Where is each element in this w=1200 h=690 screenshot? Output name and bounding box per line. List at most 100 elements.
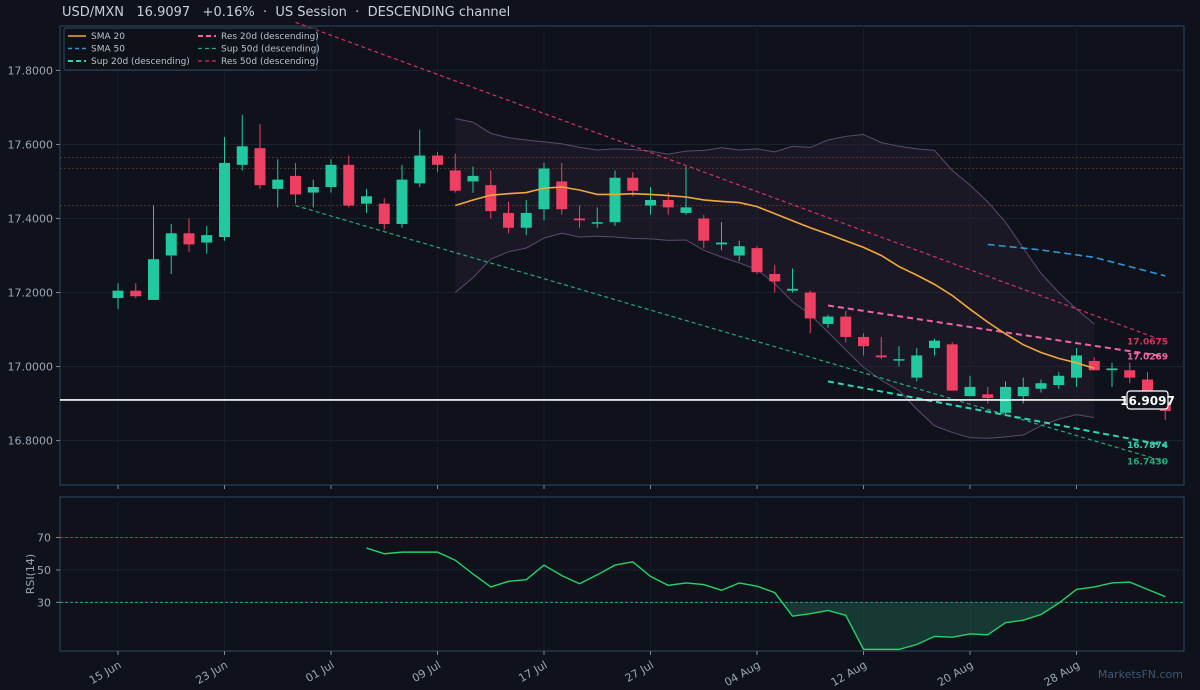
rsi-panel-frame xyxy=(59,496,1185,652)
candle-up xyxy=(733,246,745,256)
candle-up xyxy=(1017,386,1029,397)
x-tick-label: 15 Jun xyxy=(87,658,124,687)
candle-down xyxy=(804,292,816,319)
candle-up xyxy=(467,175,479,182)
candle-down xyxy=(627,177,639,191)
x-tick-label: 17 Jul xyxy=(516,658,549,685)
candle-up xyxy=(148,259,159,300)
x-tick-label: 01 Jul xyxy=(303,658,336,685)
y-tick-label: 17.2000 xyxy=(8,287,54,300)
candle-up xyxy=(414,155,426,184)
candle-down xyxy=(556,181,568,210)
candle-down xyxy=(574,218,585,221)
level-label-res50: 17.0675 xyxy=(1127,338,1168,348)
rsi-y-tick-label: 70 xyxy=(37,532,51,545)
rsi-line xyxy=(366,547,1166,651)
rsi-oversold-fill xyxy=(782,602,1060,650)
price-label: 16.9097 xyxy=(1120,394,1175,408)
candle-up xyxy=(1035,383,1047,389)
level-label-sup50: 16.7430 xyxy=(1127,458,1168,468)
candle-up xyxy=(893,359,905,361)
candle-up xyxy=(645,199,656,206)
watermark: MarketsFN.com xyxy=(1097,668,1183,681)
current-price: 17.0675 17.0269 16.9097 16.7874 16.7430 xyxy=(60,338,1175,468)
x-tick-label: 12 Aug xyxy=(829,658,869,689)
candle-down xyxy=(254,148,266,186)
candle-up xyxy=(929,340,940,349)
y-tick-label: 16.8000 xyxy=(8,435,54,448)
candle-down xyxy=(1142,379,1153,399)
legend-label-sup50: Sup 50d (descending) xyxy=(221,45,320,55)
trendline-res50 xyxy=(295,21,1166,342)
candle-down xyxy=(662,199,674,208)
candle-up xyxy=(236,146,248,165)
x-tick-label: 27 Jul xyxy=(623,658,656,685)
candle-down xyxy=(875,355,887,358)
legend-label-sma50: SMA 50 xyxy=(91,45,125,55)
candle-up xyxy=(165,233,177,256)
candle-up xyxy=(307,187,319,193)
x-tick-label: 20 Aug xyxy=(935,658,975,689)
candle-down xyxy=(946,344,958,391)
y-tick-label: 17.8000 xyxy=(8,64,54,77)
trendlines xyxy=(295,21,1166,463)
candle-down xyxy=(858,336,869,347)
level-label-sup20: 16.7874 xyxy=(1127,441,1168,451)
candle-down xyxy=(343,164,355,206)
rsi-y-tick-label: 30 xyxy=(37,596,51,609)
price-label-box xyxy=(1126,390,1169,410)
candle-up xyxy=(680,207,692,213)
candle-up xyxy=(911,355,923,378)
level-label-res20: 17.0269 xyxy=(1127,353,1168,363)
candle-up xyxy=(520,212,532,228)
legend-label-res20: Res 20d (descending) xyxy=(221,32,319,42)
legend-label-sup20: Sup 20d (descending) xyxy=(91,57,190,67)
horizontal-levels xyxy=(60,157,1184,206)
candle-up xyxy=(219,162,230,237)
candle-down xyxy=(378,203,390,225)
rsi-y-tick-label: 50 xyxy=(37,564,51,577)
moving-averages xyxy=(455,186,1166,370)
candle-up xyxy=(591,222,603,224)
candle-down xyxy=(290,175,301,195)
candle-up xyxy=(201,235,213,243)
panel-frames xyxy=(59,25,1185,652)
bollinger-upper xyxy=(455,118,1095,325)
candle-up xyxy=(964,386,976,397)
trendline-sup20 xyxy=(827,380,1166,447)
candle-down xyxy=(503,212,514,228)
candle-up xyxy=(396,179,408,225)
candle-down xyxy=(183,233,195,245)
legend-label-res50: Res 50d (descending) xyxy=(221,57,319,67)
x-tick-label: 23 Jun xyxy=(193,658,230,687)
candle-down xyxy=(982,394,994,399)
legend-label-sma20: SMA 20 xyxy=(91,32,125,42)
candle-up xyxy=(1106,368,1118,371)
candle-down xyxy=(769,274,781,282)
trendline-res20 xyxy=(827,304,1166,358)
candle-up xyxy=(787,288,798,291)
y-tick-label: 17.6000 xyxy=(8,138,54,151)
y-tick-label: 17.0000 xyxy=(8,361,54,374)
candle-down xyxy=(751,248,763,273)
x-tick-label: 04 Aug xyxy=(722,658,762,689)
sma50-line xyxy=(987,243,1166,277)
candle-down xyxy=(432,155,443,165)
x-tick-label: 28 Aug xyxy=(1042,658,1082,689)
y-tick-label: 17.4000 xyxy=(8,212,54,225)
candle-up xyxy=(325,164,337,188)
candle-down xyxy=(1124,370,1136,378)
candle-down xyxy=(698,218,710,241)
x-tick-label: 09 Jul xyxy=(410,658,443,685)
candle-up xyxy=(1071,355,1082,378)
candle-up xyxy=(609,177,621,223)
chart-title: USD/MXN 16.9097 +0.16% · US Session · DE… xyxy=(62,5,511,20)
candle-down xyxy=(1088,360,1100,371)
candle-up xyxy=(716,242,727,245)
candle-up xyxy=(361,196,372,204)
candle-down xyxy=(449,170,461,191)
candle-down xyxy=(840,316,852,337)
candle-up xyxy=(1053,375,1065,386)
